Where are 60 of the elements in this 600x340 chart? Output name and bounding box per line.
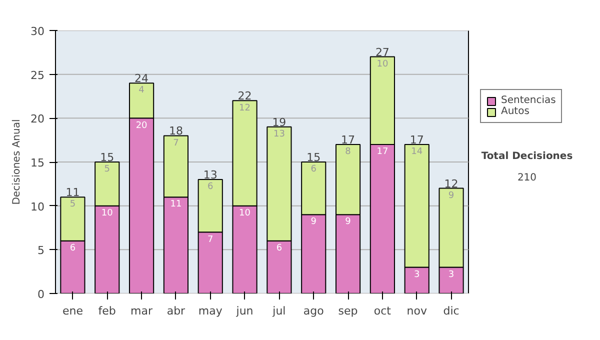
x-tick-label: oct [374, 304, 392, 318]
total-label: 12 [444, 177, 458, 190]
data-label: 5 [70, 200, 76, 210]
data-label: 10 [101, 208, 114, 218]
data-label: 6 [208, 182, 214, 192]
data-label: 4 [138, 86, 145, 96]
y-tick-label: 5 [38, 244, 44, 258]
data-label: 8 [345, 147, 352, 158]
total-label: 11 [66, 186, 80, 200]
total-label: 18 [168, 124, 183, 138]
text: 210 [517, 172, 537, 184]
data-label: 7 [173, 138, 179, 148]
y-tick-label: 0 [38, 288, 44, 301]
x-tick-label: may [198, 304, 223, 318]
total-label: 17 [341, 133, 356, 146]
total-label: 15 [100, 151, 114, 164]
data-label: 12 [239, 103, 251, 114]
total-label: 27 [375, 46, 390, 59]
data-label: 11 [170, 200, 182, 210]
text: Total Decisiones [481, 151, 573, 162]
data-label: 9 [345, 217, 352, 228]
data-label: 10 [239, 208, 251, 218]
y-tick-label: 20 [30, 112, 45, 126]
y-tick-label: 30 [30, 25, 45, 38]
y-tick-label: 15 [30, 156, 45, 170]
total-label: 22 [238, 90, 252, 103]
data-label: 9 [448, 190, 454, 201]
data-label: 9 [310, 217, 317, 228]
x-tick-label: sep [338, 304, 358, 318]
x-tick-label: abr [166, 304, 186, 318]
total-label: 15 [306, 151, 321, 164]
data-label: 3 [448, 270, 454, 280]
data-label: 6 [70, 244, 76, 254]
y-tick-label: 25 [30, 68, 45, 82]
data-label: 13 [273, 130, 285, 140]
x-tick-label: ene [62, 304, 84, 318]
x-tick-label: dic [443, 304, 460, 318]
x-tick-label: mar [130, 304, 154, 318]
legend-label: Sentencias [501, 95, 556, 106]
y-tick-label: 10 [30, 200, 45, 214]
data-label: 5 [104, 164, 110, 175]
data-label: 10 [376, 59, 388, 70]
total-label: 24 [134, 72, 149, 86]
data-label: 6 [310, 164, 317, 175]
x-tick-label: jul [272, 304, 286, 318]
total-label: 17 [410, 133, 424, 146]
data-label: 20 [136, 120, 148, 131]
x-tick-label: jun [235, 304, 254, 318]
data-label: 6 [276, 244, 282, 254]
data-label: 7 [208, 234, 214, 245]
legend-label: Autos [501, 106, 530, 117]
total-label: 13 [203, 168, 218, 182]
x-tick-label: feb [98, 304, 116, 318]
x-tick-label: ago [303, 304, 324, 318]
total-label: 19 [272, 116, 286, 129]
y-axis-title: Decisiones Anual [12, 119, 23, 205]
x-tick-label: nov [406, 304, 428, 318]
data-label: 14 [411, 147, 423, 158]
data-label: 17 [376, 147, 388, 158]
data-label: 3 [414, 270, 420, 280]
